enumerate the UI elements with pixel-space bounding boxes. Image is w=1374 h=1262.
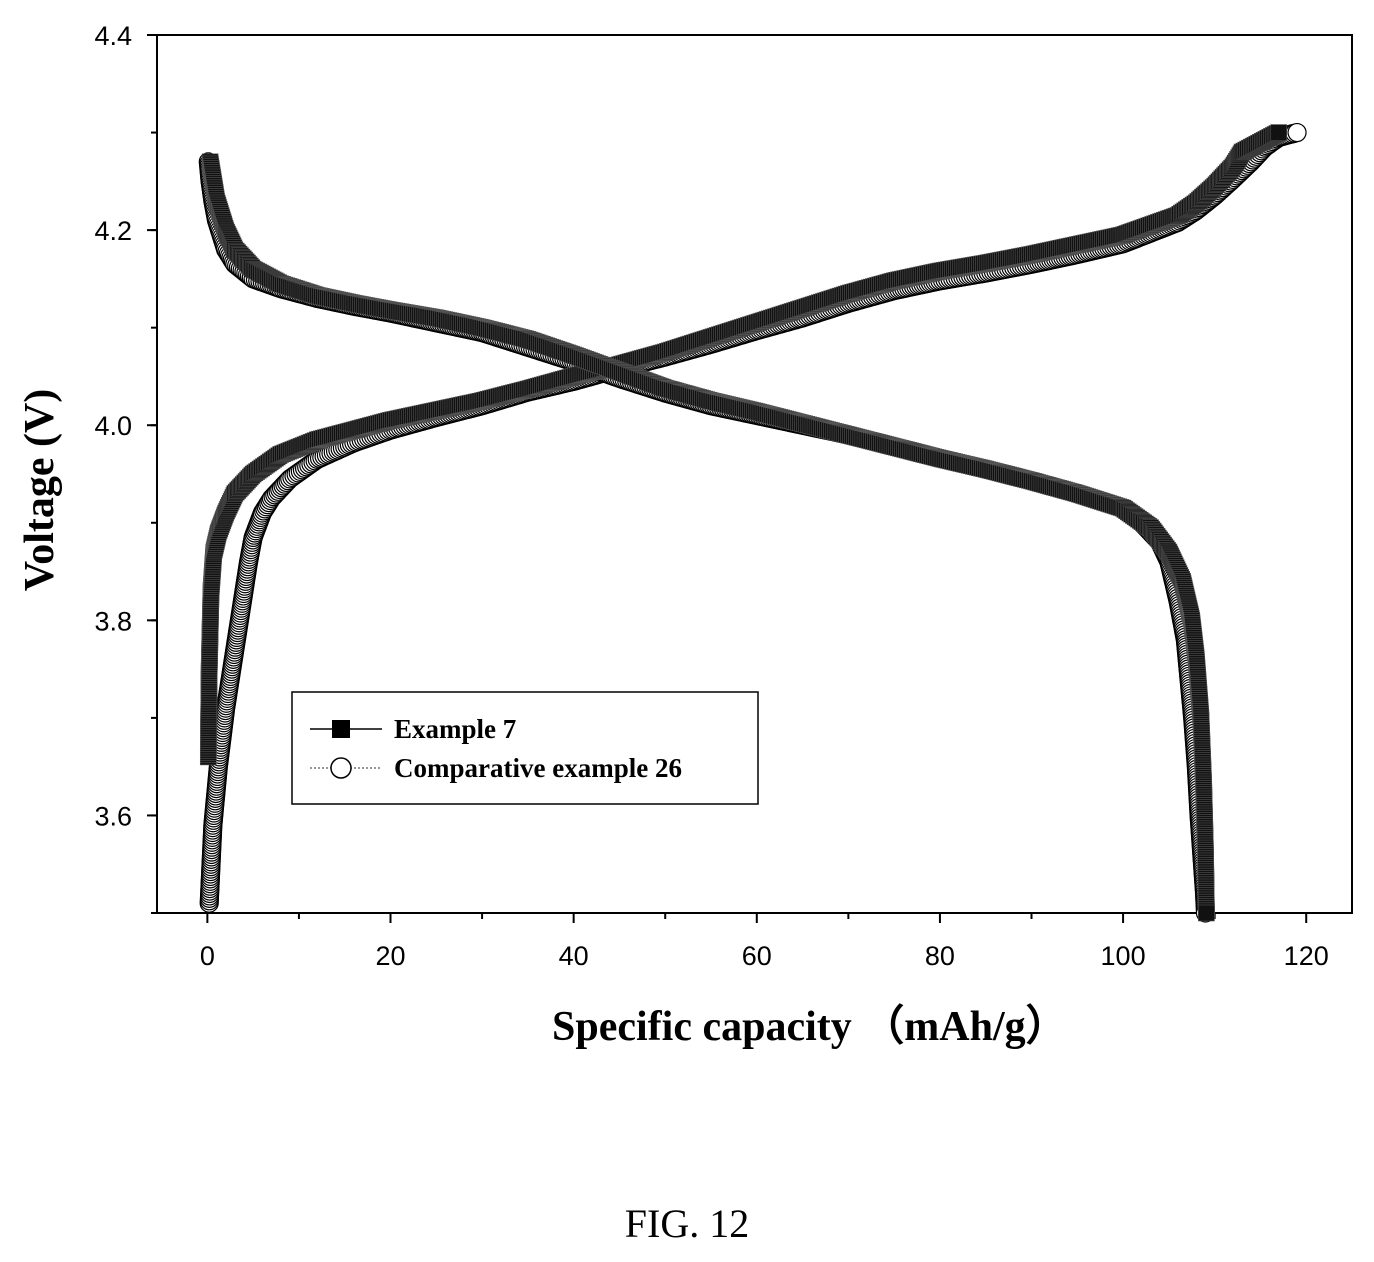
- y-tick-label: 4.0: [94, 411, 132, 441]
- legend: Example 7 Comparative example 26: [291, 691, 759, 805]
- data-point-square: [1198, 904, 1215, 922]
- legend-box: [291, 691, 759, 805]
- x-tick-label: 120: [1284, 941, 1329, 971]
- legend-label-comparative-26: Comparative example 26: [394, 753, 682, 783]
- x-tick-label: 0: [200, 941, 215, 971]
- figure-caption: FIG. 12: [624, 1201, 750, 1246]
- y-tick-label: 3.6: [94, 801, 132, 831]
- x-tick-label: 100: [1101, 941, 1146, 971]
- x-tick-label: 20: [375, 941, 405, 971]
- x-axis-title: Specific capacity （mAh/g）: [552, 1003, 1068, 1050]
- series-example-7: [199, 124, 1288, 922]
- x-tick-label: 60: [742, 941, 772, 971]
- x-tick-label: 80: [925, 941, 955, 971]
- x-axis-ticks: 0 20 40 60 80 100 120: [200, 913, 1329, 971]
- y-tick-label: 3.8: [94, 606, 132, 636]
- data-point-square: [1270, 124, 1288, 141]
- plot-area: [156, 34, 1353, 914]
- legend-label-example-7: Example 7: [394, 714, 516, 744]
- legend-marker-square: [332, 720, 350, 738]
- y-axis-ticks: 3.6 3.8 4.0 4.2 4.4: [94, 21, 157, 914]
- series-layer: [198, 122, 1307, 923]
- y-axis-title: Voltage (V): [17, 389, 63, 592]
- y-tick-label: 4.4: [94, 21, 132, 51]
- plot-frame: [156, 34, 1353, 914]
- legend-marker-circle: [330, 757, 352, 779]
- y-tick-label: 4.2: [94, 216, 132, 246]
- x-tick-label: 40: [559, 941, 589, 971]
- data-point-circle: [1287, 122, 1307, 143]
